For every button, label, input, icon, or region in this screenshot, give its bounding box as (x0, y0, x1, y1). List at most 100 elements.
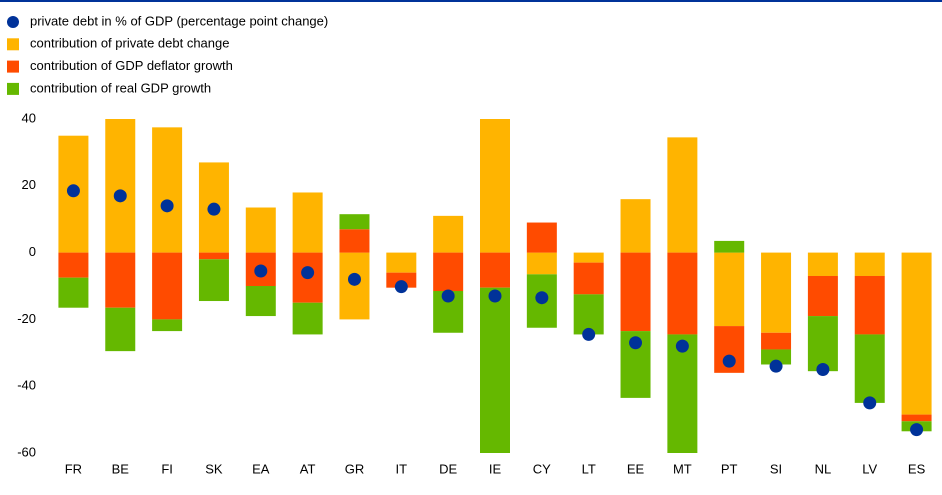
bar-segment (714, 240, 745, 253)
bar-segment (667, 334, 698, 453)
bar-segment (526, 222, 557, 253)
x-tick-label: MT (673, 461, 692, 476)
x-tick-label: GR (345, 461, 365, 476)
dot (675, 339, 689, 353)
bar-segment (807, 316, 838, 372)
bar-segment (620, 199, 651, 253)
dot (66, 184, 80, 198)
bar-segment (339, 229, 370, 253)
x-tick-label: LV (862, 461, 877, 476)
bar-segment (761, 332, 792, 350)
dot (863, 396, 877, 410)
bar-segment (105, 307, 136, 352)
x-tick-label: SK (205, 461, 223, 476)
bar-segment (386, 252, 417, 273)
dot (347, 272, 361, 286)
bar-segment (573, 294, 604, 335)
bar-segment (198, 252, 229, 260)
x-tick-label: IT (396, 461, 408, 476)
bar-segment (854, 275, 885, 335)
dot (769, 359, 783, 373)
bar-segment (901, 414, 932, 422)
bar-segment (292, 192, 323, 253)
bar-segment (573, 262, 604, 295)
bar-segment (901, 252, 932, 415)
bar-segment (105, 119, 136, 253)
bar-segment (620, 252, 651, 332)
bar-segment (433, 252, 464, 292)
legend-label: contribution of private debt change (30, 36, 229, 51)
plot-area (58, 119, 932, 453)
bar-segment (339, 214, 370, 230)
bar-segment (339, 252, 370, 320)
bar-segment (152, 252, 183, 320)
x-tick-label: AT (300, 461, 316, 476)
legend-label: private debt in % of GDP (percentage poi… (30, 13, 328, 28)
bar-segment (152, 127, 183, 253)
bar-segment (480, 252, 510, 288)
x-tick-label: NL (815, 461, 832, 476)
x-tick-label: EA (252, 461, 270, 476)
dot (582, 327, 596, 341)
x-tick-label: FR (65, 461, 82, 476)
bar-segment (58, 252, 89, 278)
bar-segment (761, 349, 792, 365)
bar-segment (480, 287, 510, 453)
x-tick-label: SI (770, 461, 782, 476)
legend-marker (7, 38, 19, 51)
legend-label: contribution of real GDP growth (30, 80, 211, 95)
bar-segment (761, 252, 792, 333)
bar-segment (105, 252, 136, 308)
bar-segment (433, 215, 464, 253)
bar-segment (245, 207, 276, 253)
bar-segment (854, 334, 885, 403)
bar-segment (480, 119, 510, 253)
dot (816, 363, 830, 376)
bar-segment (573, 252, 604, 263)
bar-segment (667, 137, 698, 253)
dot (910, 423, 924, 437)
x-tick-label: FI (161, 461, 173, 476)
bar-segment (807, 252, 838, 276)
bar-segment (714, 252, 745, 327)
bar-segment (667, 252, 698, 335)
dot (441, 289, 455, 303)
x-tick-label: EE (627, 461, 645, 476)
y-tick-label: -60 (17, 444, 36, 459)
y-tick-label: 40 (22, 110, 36, 125)
bar-segment (386, 272, 417, 288)
x-tick-label: DE (439, 461, 457, 476)
bar-segment (854, 252, 885, 276)
legend-marker (7, 82, 19, 95)
bar-segment (58, 277, 89, 308)
dot (488, 289, 502, 303)
bar-segment (807, 275, 838, 317)
x-tick-label: CY (533, 461, 551, 476)
dot (394, 280, 408, 294)
x-tick-label: PT (721, 461, 738, 476)
dot (160, 199, 174, 213)
legend-marker (7, 16, 19, 28)
y-tick-label: -20 (17, 311, 36, 326)
bar-segment (292, 302, 323, 335)
dot (722, 354, 736, 368)
dot (535, 291, 549, 305)
legend-marker (7, 60, 19, 73)
y-tick-label: 20 (22, 177, 36, 192)
x-tick-label: BE (112, 461, 130, 476)
bar-segment (198, 259, 229, 302)
x-tick-label: LT (582, 461, 596, 476)
bar-segment (245, 286, 276, 317)
dot (207, 202, 221, 216)
y-tick-label: -40 (17, 378, 36, 393)
bar-segment (152, 319, 183, 332)
dot (629, 336, 643, 350)
dot (254, 264, 268, 278)
y-tick-label: 0 (29, 244, 36, 259)
bar-segment (526, 252, 557, 275)
x-tick-label: ES (908, 461, 926, 476)
dot (113, 189, 127, 203)
top-rule (0, 0, 942, 2)
legend-label: contribution of GDP deflator growth (30, 58, 233, 73)
